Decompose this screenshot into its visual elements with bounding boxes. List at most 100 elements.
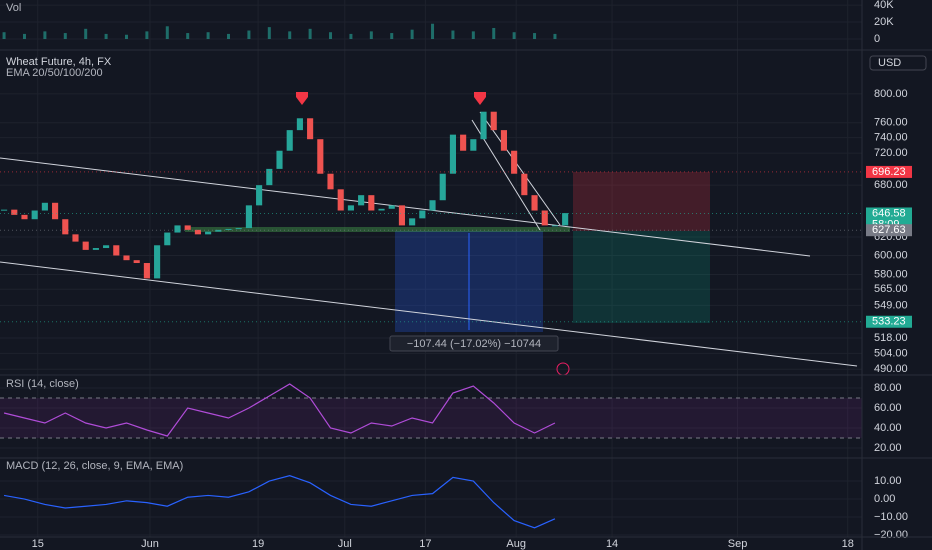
y-tick-label: −10.00 — [874, 511, 908, 523]
candle — [123, 255, 130, 261]
candle — [551, 225, 559, 227]
currency-button[interactable] — [869, 55, 927, 71]
x-tick-label: Aug — [506, 538, 526, 550]
candle — [31, 210, 38, 220]
y-tick-label: 20.00 — [874, 442, 902, 454]
volume-bar — [124, 34, 128, 39]
candle — [317, 139, 324, 174]
volume-bar — [104, 33, 108, 39]
y-tick-label: 549.00 — [874, 299, 908, 311]
candle — [72, 234, 79, 242]
candle — [286, 130, 293, 151]
volume-bar — [267, 27, 271, 39]
volume-bar — [390, 33, 394, 39]
y-tick-label: 760.00 — [874, 117, 908, 129]
x-tick-label: Jun — [141, 538, 159, 550]
candle — [378, 208, 385, 211]
y-tick-label: 800.00 — [874, 88, 908, 100]
candle — [296, 118, 303, 131]
y-tick-label: 504.00 — [874, 347, 908, 359]
candle — [511, 150, 518, 174]
currency[interactable]: USD — [878, 57, 901, 69]
y-tick-label: 740.00 — [874, 132, 908, 144]
arrow-marker — [474, 92, 486, 97]
macd-title: MACD (12, 26, close, 9, EMA, EMA) — [6, 460, 183, 472]
rsi-line — [3, 383, 556, 437]
volume-bar — [308, 28, 312, 39]
x-tick-label: 14 — [606, 538, 618, 550]
candle — [174, 225, 181, 233]
candle — [276, 150, 283, 169]
x-tick-label: 15 — [32, 538, 44, 550]
volume-bar — [512, 32, 516, 39]
volume-bar — [43, 31, 47, 39]
candle — [429, 200, 436, 211]
candle — [62, 219, 69, 235]
macd-line — [3, 475, 556, 529]
candle — [449, 134, 456, 174]
candle — [368, 195, 375, 211]
volume-bar — [431, 23, 435, 39]
price-badge-label: 533.23 — [872, 316, 906, 328]
x-tick-label: 19 — [252, 538, 264, 550]
volume-bar — [247, 30, 251, 39]
candle — [215, 229, 222, 232]
target-zone — [573, 231, 710, 323]
candle — [409, 218, 416, 226]
candle — [480, 111, 487, 140]
candle — [164, 232, 171, 246]
y-tick-label: 680.00 — [874, 179, 908, 191]
candle — [41, 202, 48, 211]
y-tick-label: 720.00 — [874, 147, 908, 159]
price-badge-label: 627.63 — [872, 224, 906, 236]
volume-bar — [288, 31, 292, 39]
candle — [307, 118, 314, 140]
candle — [419, 210, 426, 219]
vol-label: Vol — [6, 2, 21, 14]
trend-line — [0, 157, 811, 257]
x-tick-label: Jul — [338, 538, 352, 550]
candle — [490, 111, 497, 131]
rsi-title: RSI (14, close) — [6, 378, 79, 390]
candle — [235, 228, 242, 230]
candle — [225, 228, 232, 230]
volume-bar — [2, 32, 6, 39]
candle — [266, 168, 273, 186]
candle — [11, 209, 18, 215]
candle — [541, 210, 548, 226]
volume-bar — [553, 33, 557, 39]
y-tick-label: 10.00 — [874, 475, 902, 487]
arrow-marker — [296, 92, 308, 97]
candle — [388, 205, 395, 209]
candle — [398, 205, 405, 226]
price-badge — [866, 224, 912, 237]
measure-label-box — [389, 335, 559, 352]
x-tick-label: 18 — [842, 538, 854, 550]
measure-label: −107.44 (−17.02%) −10744 — [407, 338, 541, 350]
x-tick-label: 17 — [419, 538, 431, 550]
y-tick-label: 60.00 — [874, 402, 902, 414]
price-badge-label: 696.23 — [872, 166, 906, 178]
candle — [562, 213, 569, 226]
price-badge — [866, 165, 912, 178]
y-tick-label: 40.00 — [874, 422, 902, 434]
indicator-label: EMA 20/50/100/200 — [6, 67, 103, 79]
candle — [184, 225, 191, 230]
candle — [358, 195, 365, 206]
y-tick-label: 80.00 — [874, 382, 902, 394]
price-badge — [866, 315, 912, 328]
candle — [347, 205, 354, 211]
y-tick-label: 20K — [874, 16, 894, 28]
volume-bar — [206, 32, 210, 39]
y-tick-label: 40K — [874, 0, 894, 11]
volume-bar — [492, 27, 496, 39]
y-tick-label: 580.00 — [874, 268, 908, 280]
price-badge-label: 646.58 — [872, 207, 906, 219]
volume-bar — [227, 33, 231, 39]
symbol-title: Wheat Future, 4h, FX — [6, 56, 112, 68]
stop-zone — [573, 172, 710, 231]
candle — [439, 173, 446, 201]
candle — [256, 185, 263, 206]
y-tick-label: 518.00 — [874, 332, 908, 344]
